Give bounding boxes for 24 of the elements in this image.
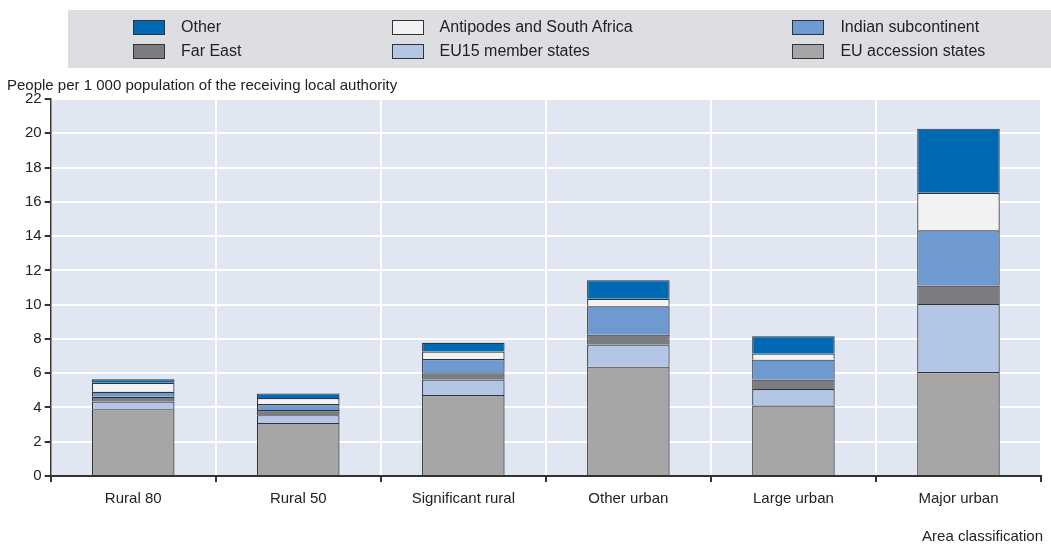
x-tick-label: Large urban [752,489,834,507]
y-tick-label: 4 [33,397,42,415]
x-tick-label: Other urban [588,489,669,507]
legend-label: EU15 member states [439,42,590,60]
legend-label: Indian subcontinent [840,18,980,36]
y-tick-label: 10 [25,294,42,312]
legend-label: Far East [181,42,242,60]
y-tick-label: 16 [25,191,42,209]
y-tick-label: 8 [33,329,42,347]
y-tick-label: 14 [25,226,42,244]
y-tick-label: 2 [33,431,42,449]
x-tick-label: Rural 80 [104,489,162,507]
x-tick-label: Significant rural [411,489,516,507]
x-axis-title: Area classification [922,527,1043,544]
y-tick-label: 18 [25,157,42,175]
y-tick-label: 12 [25,260,42,278]
legend-label: EU accession states [840,42,986,60]
x-tick-label: Rural 50 [269,489,327,507]
y-tick-label: 6 [33,363,42,381]
x-tick-label: Major urban [918,489,999,507]
y-tick-label: 20 [25,123,42,141]
legend-label: Antipodes and South Africa [439,18,633,36]
y-tick-label: 0 [33,466,42,484]
legend-label: Other [181,18,222,36]
